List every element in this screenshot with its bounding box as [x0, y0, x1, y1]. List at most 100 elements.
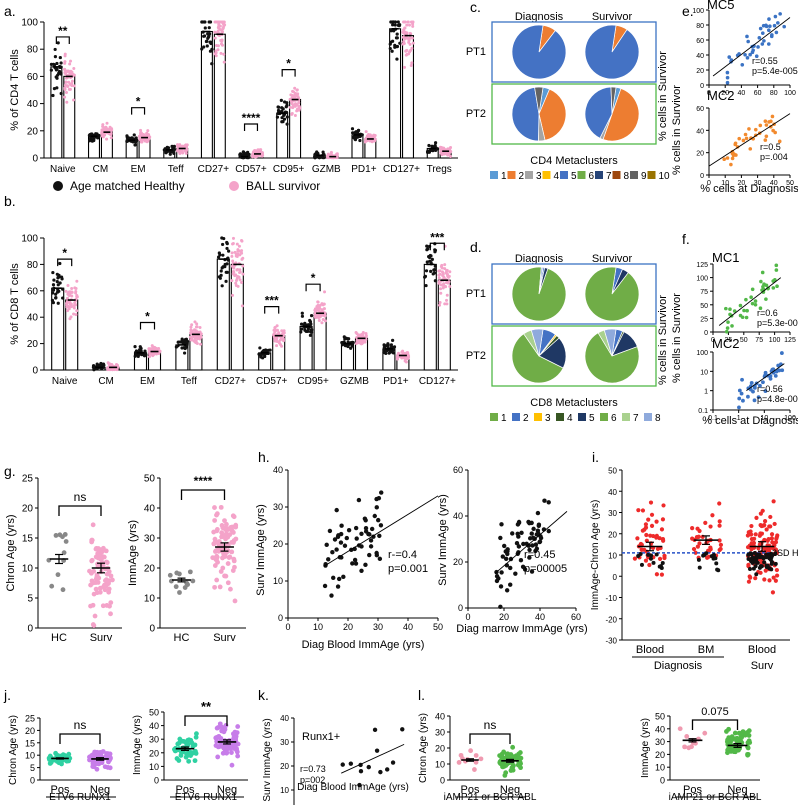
data-point: [352, 557, 358, 563]
dot-plot-g1: 0 5 10 15 20 25 Chron Age (yrs) HC Surv ns: [5, 474, 122, 644]
y-tick-label: 20: [435, 744, 445, 754]
x-tick-label: 100: [769, 337, 781, 344]
data-point: [433, 250, 437, 254]
data-point: [222, 554, 228, 559]
data-point: [275, 337, 279, 341]
data-point: [222, 22, 226, 26]
data-point: [339, 523, 344, 528]
data-point: [395, 32, 399, 36]
legend-swatch: [525, 171, 533, 179]
data-point: [771, 499, 776, 504]
data-point: [775, 533, 780, 538]
data-point: [391, 23, 395, 27]
data-point: [216, 541, 222, 547]
data-point: [55, 572, 61, 578]
data-point: [308, 333, 313, 337]
data-point: [516, 550, 521, 555]
data-point: [753, 302, 758, 307]
x-tick-label: Neg: [727, 784, 747, 796]
legend-label: 4: [554, 171, 560, 182]
data-point: [58, 281, 62, 285]
y-axis-label: % cells in Survivor: [671, 293, 683, 383]
data-point: [193, 320, 197, 324]
y-tick-label: 10: [608, 552, 617, 561]
data-point: [760, 270, 765, 275]
data-point: [220, 284, 224, 288]
y-tick-label: 10: [22, 564, 34, 575]
data-point: [240, 304, 244, 308]
data-point: [708, 524, 713, 529]
data-point: [65, 303, 69, 307]
y-tick-label: 60: [27, 286, 39, 297]
y-tick-label: 40: [149, 721, 159, 731]
data-point: [71, 73, 75, 77]
data-point: [231, 556, 237, 562]
data-point: [64, 76, 68, 80]
data-point: [442, 282, 446, 286]
data-point: [530, 543, 535, 548]
data-point: [72, 312, 76, 316]
data-point: [225, 240, 229, 245]
data-point: [231, 236, 235, 240]
y-tick-label: 0: [700, 173, 704, 180]
data-point: [395, 357, 399, 361]
x-tick-label: Teff: [168, 164, 184, 175]
data-point: [240, 257, 244, 261]
data-point: [229, 539, 235, 545]
data-point: [125, 134, 129, 138]
data-point: [701, 553, 706, 558]
data-point: [411, 20, 415, 24]
data-point: [738, 303, 743, 308]
data-point: [439, 287, 443, 291]
data-point: [275, 115, 280, 119]
stat-label: r-=0.4: [388, 549, 417, 561]
data-point: [281, 120, 285, 124]
data-point: [405, 48, 409, 52]
data-point: [321, 150, 325, 154]
data-point: [329, 593, 334, 598]
panel-letter: h.: [258, 449, 270, 465]
data-point: [147, 355, 151, 359]
data-point: [192, 339, 196, 343]
dot-plot-l1: 0 10 20 30 40 Chron Age (yrs) Pos Neg ns iAMP21 o…: [418, 712, 537, 804]
data-point: [774, 30, 779, 35]
y-tick-label: 40: [280, 714, 289, 723]
data-point: [764, 527, 769, 532]
data-point: [289, 93, 293, 97]
data-point: [150, 344, 154, 348]
data-point: [194, 335, 198, 339]
data-point: [68, 70, 72, 74]
y-tick-label: 0: [32, 154, 38, 165]
data-point: [702, 730, 708, 736]
data-point: [403, 26, 407, 30]
data-point: [290, 101, 294, 105]
data-point: [749, 523, 754, 529]
data-point: [191, 335, 195, 339]
data-point: [743, 53, 747, 57]
data-point: [138, 345, 142, 349]
dot-plot-i: -30 -20 -10 0 10 20 30 40 50 ImmAge-Chron Age (yr…: [590, 467, 798, 673]
y-axis-label: ImmAge-Chron Age (yrs): [590, 500, 601, 611]
data-point: [456, 760, 462, 765]
data-point: [446, 148, 450, 152]
data-point: [377, 533, 382, 539]
data-point: [224, 270, 228, 274]
data-point: [770, 33, 774, 37]
significance-bracket: [281, 69, 296, 77]
data-point: [445, 302, 449, 306]
data-point: [309, 314, 314, 318]
data-point: [748, 575, 753, 580]
data-point: [364, 332, 368, 336]
pie-slice: [511, 24, 567, 80]
data-point: [424, 269, 429, 273]
data-point: [146, 129, 150, 133]
data-point: [446, 274, 450, 278]
data-point: [726, 320, 730, 324]
data-point: [212, 518, 218, 523]
data-point: [764, 134, 769, 139]
data-point: [340, 762, 345, 767]
data-point: [93, 576, 99, 582]
data-point: [180, 346, 184, 350]
y-tick-label: 50: [144, 474, 156, 485]
x-tick-label: 0: [465, 612, 470, 622]
